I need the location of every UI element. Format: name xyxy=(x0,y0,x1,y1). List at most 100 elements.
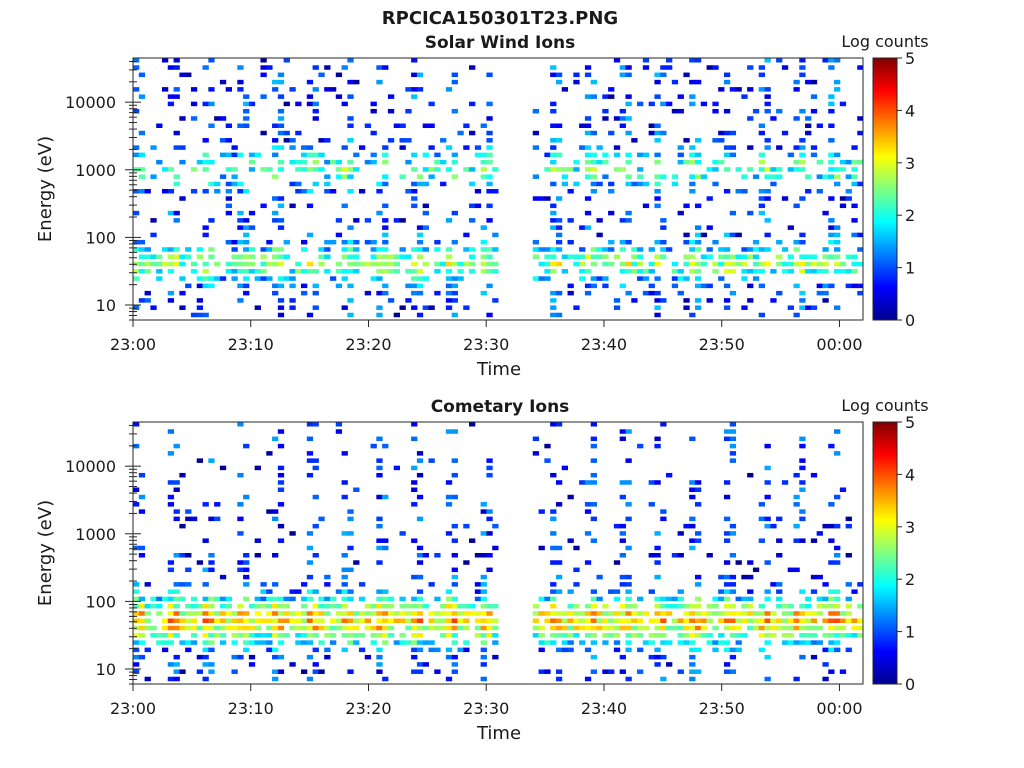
heatmap-cell xyxy=(324,603,331,609)
heatmap-cell xyxy=(851,145,858,150)
heatmap-cell xyxy=(387,269,395,274)
heatmap-cell xyxy=(133,618,140,624)
heatmap-cell xyxy=(857,603,864,609)
heatmap-cell xyxy=(654,196,661,201)
heatmap-cell xyxy=(161,596,169,602)
heatmap-cell xyxy=(735,618,742,624)
heatmap-cell xyxy=(555,633,563,638)
heatmap-cell xyxy=(694,239,702,245)
heatmap-cell xyxy=(550,145,557,150)
heatmap-cell xyxy=(752,254,760,260)
heatmap-cell xyxy=(584,94,592,99)
heatmap-cell xyxy=(254,640,261,645)
heatmap-cell xyxy=(138,640,146,645)
heatmap-cell xyxy=(451,72,458,78)
colorbar-tick-label: 5 xyxy=(905,49,915,68)
heatmap-cell xyxy=(828,625,835,631)
heatmap-cell xyxy=(295,189,302,194)
heatmap-cell xyxy=(416,458,424,463)
heatmap-cell xyxy=(445,218,453,223)
heatmap-cell xyxy=(735,625,742,631)
heatmap-cell xyxy=(828,94,835,99)
heatmap-cell xyxy=(532,276,540,281)
heatmap-cell xyxy=(752,618,760,624)
heatmap-cell xyxy=(306,189,314,194)
heatmap-cell xyxy=(370,239,377,245)
colorbar-tick-label: 3 xyxy=(905,518,915,537)
heatmap-cell xyxy=(584,647,592,653)
heatmap-cell xyxy=(260,596,267,602)
heatmap-cell xyxy=(306,312,314,318)
heatmap-cell xyxy=(729,210,737,216)
heatmap-cell xyxy=(393,261,400,267)
heatmap-cell xyxy=(312,181,319,187)
heatmap-cell xyxy=(573,79,580,85)
heatmap-cell xyxy=(486,203,493,209)
heatmap-cell xyxy=(167,633,175,638)
heatmap-cell xyxy=(353,640,360,645)
heatmap-cell xyxy=(411,196,418,201)
heatmap-cell xyxy=(555,196,563,201)
heatmap-cell xyxy=(283,58,290,63)
heatmap-cell xyxy=(538,247,545,252)
heatmap-cell xyxy=(590,472,597,478)
heatmap-cell xyxy=(272,509,279,514)
heatmap-cell xyxy=(590,174,597,179)
heatmap-cell xyxy=(828,239,835,245)
heatmap-cell xyxy=(845,254,852,260)
heatmap-cell xyxy=(173,58,180,63)
heatmap-cell xyxy=(625,181,632,187)
heatmap-cell xyxy=(613,58,621,63)
heatmap-cell xyxy=(353,254,360,260)
heatmap-cell xyxy=(689,79,696,85)
heatmap-cell xyxy=(579,625,586,631)
heatmap-cell xyxy=(411,58,418,63)
heatmap-cell xyxy=(133,603,140,609)
heatmap-cell xyxy=(555,123,563,129)
heatmap-cell xyxy=(295,611,302,616)
heatmap-cell xyxy=(793,523,800,529)
heatmap-cell xyxy=(631,254,638,260)
heatmap-cell xyxy=(399,531,406,536)
heatmap-cell xyxy=(822,58,829,63)
heatmap-cell xyxy=(544,618,551,624)
heatmap-cell xyxy=(822,618,829,624)
heatmap-cell xyxy=(161,58,169,63)
heatmap-cell xyxy=(399,633,406,638)
heatmap-cell xyxy=(318,611,325,616)
heatmap-cell xyxy=(248,101,256,107)
heatmap-cell xyxy=(411,290,418,296)
heatmap-cell xyxy=(341,480,348,485)
heatmap-cell xyxy=(173,625,180,631)
heatmap-cell xyxy=(463,305,470,310)
heatmap-cell xyxy=(312,108,319,114)
heatmap-cell xyxy=(202,261,209,267)
heatmap-cell xyxy=(764,560,771,565)
heatmap-cell xyxy=(277,94,285,99)
heatmap-cell xyxy=(341,101,348,107)
heatmap-cell xyxy=(173,589,180,594)
heatmap-cell xyxy=(816,625,823,631)
heatmap-cell xyxy=(770,582,777,587)
heatmap-cell xyxy=(208,596,215,602)
heatmap-cell xyxy=(161,87,169,92)
heatmap-cell xyxy=(579,247,586,252)
heatmap-cell xyxy=(857,181,864,187)
heatmap-cell xyxy=(590,516,597,522)
heatmap-cell xyxy=(480,247,487,252)
heatmap-cell xyxy=(793,502,800,507)
heatmap-cell xyxy=(469,247,476,252)
heatmap-cell xyxy=(387,633,395,638)
heatmap-cell xyxy=(799,58,806,63)
heatmap-cell xyxy=(584,167,592,172)
heatmap-cell xyxy=(283,239,290,245)
heatmap-cell xyxy=(689,247,696,252)
x-tick-label: 23:20 xyxy=(345,699,391,718)
heatmap-cell xyxy=(237,218,244,223)
heatmap-cell xyxy=(677,589,684,594)
heatmap-cell xyxy=(689,603,696,609)
heatmap-cell xyxy=(341,611,348,616)
heatmap-cell xyxy=(602,261,609,267)
heatmap-cell xyxy=(799,436,806,442)
